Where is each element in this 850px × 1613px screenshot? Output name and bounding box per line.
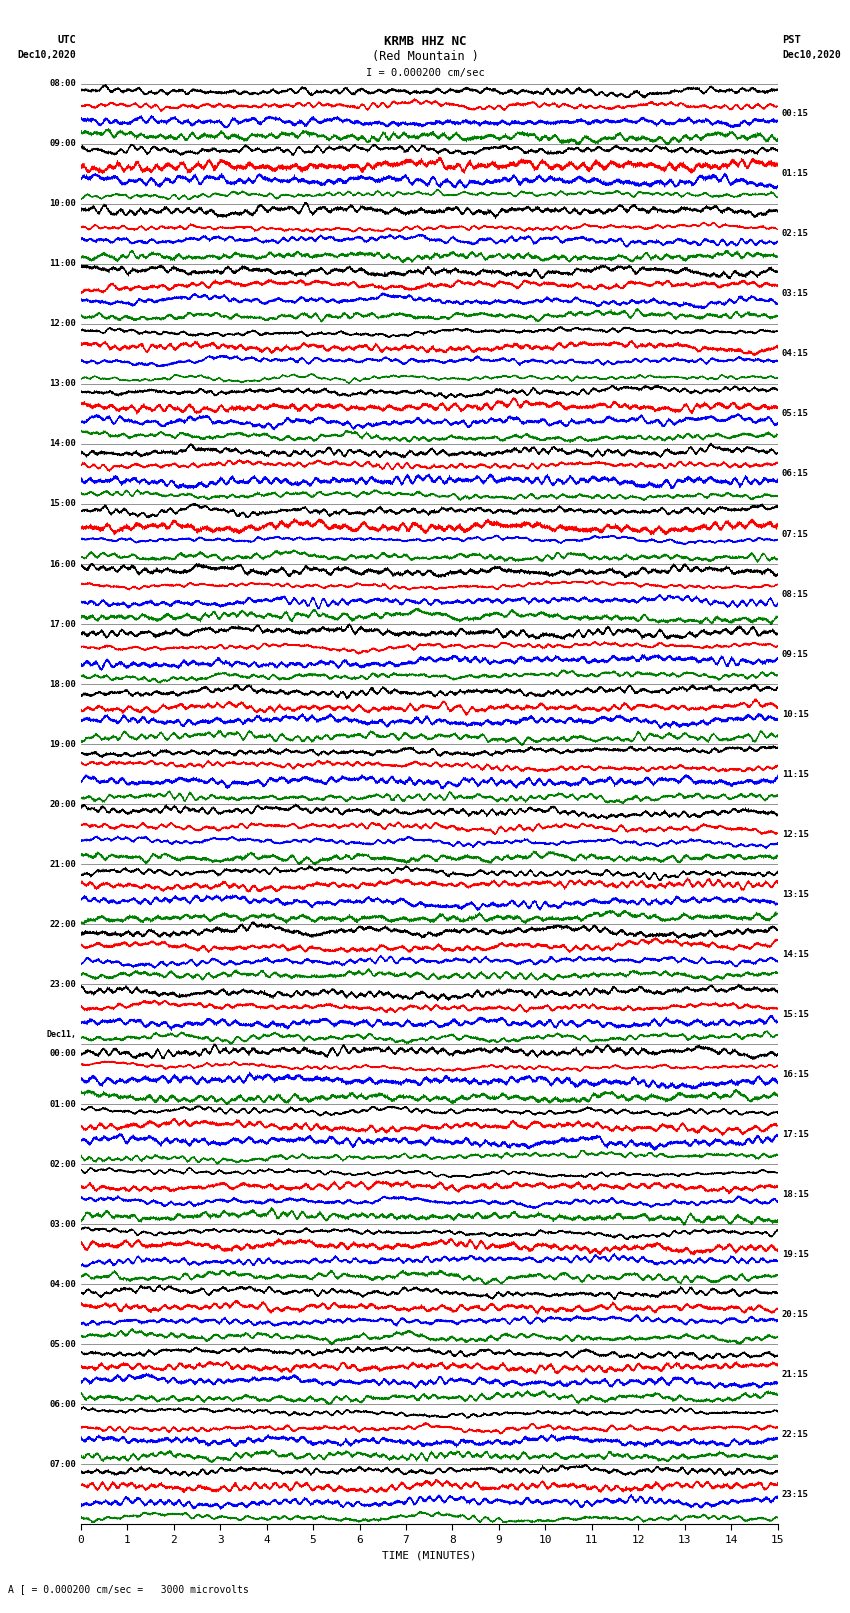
Text: 16:15: 16:15	[782, 1069, 809, 1079]
Text: 19:15: 19:15	[782, 1250, 809, 1258]
Text: 19:00: 19:00	[49, 740, 76, 748]
Text: 22:00: 22:00	[49, 919, 76, 929]
Text: 11:15: 11:15	[782, 769, 809, 779]
Text: 03:00: 03:00	[49, 1219, 76, 1229]
Text: 09:15: 09:15	[782, 650, 809, 658]
Text: 16:00: 16:00	[49, 560, 76, 568]
Text: 02:00: 02:00	[49, 1160, 76, 1169]
Text: 04:15: 04:15	[782, 350, 809, 358]
Text: PST: PST	[782, 35, 801, 45]
Text: 20:00: 20:00	[49, 800, 76, 808]
Text: Dec10,2020: Dec10,2020	[782, 50, 841, 60]
Text: 07:00: 07:00	[49, 1460, 76, 1469]
Text: 20:15: 20:15	[782, 1310, 809, 1319]
Text: 07:15: 07:15	[782, 529, 809, 539]
Text: 01:00: 01:00	[49, 1100, 76, 1108]
Text: 18:00: 18:00	[49, 679, 76, 689]
Text: 17:15: 17:15	[782, 1129, 809, 1139]
X-axis label: TIME (MINUTES): TIME (MINUTES)	[382, 1550, 477, 1560]
Text: 03:15: 03:15	[782, 289, 809, 298]
Text: Dec10,2020: Dec10,2020	[18, 50, 76, 60]
Text: 11:00: 11:00	[49, 260, 76, 268]
Text: Dec11,: Dec11,	[47, 1031, 76, 1039]
Text: 12:00: 12:00	[49, 319, 76, 329]
Text: I = 0.000200 cm/sec: I = 0.000200 cm/sec	[366, 68, 484, 77]
Text: 15:15: 15:15	[782, 1010, 809, 1019]
Text: 13:15: 13:15	[782, 890, 809, 898]
Text: KRMB HHZ NC: KRMB HHZ NC	[383, 35, 467, 48]
Text: 05:00: 05:00	[49, 1340, 76, 1348]
Text: 12:15: 12:15	[782, 829, 809, 839]
Text: 17:00: 17:00	[49, 619, 76, 629]
Text: (Red Mountain ): (Red Mountain )	[371, 50, 479, 63]
Text: 06:00: 06:00	[49, 1400, 76, 1408]
Text: 09:00: 09:00	[49, 139, 76, 148]
Text: UTC: UTC	[58, 35, 76, 45]
Text: 08:00: 08:00	[49, 79, 76, 89]
Text: 21:00: 21:00	[49, 860, 76, 868]
Text: 15:00: 15:00	[49, 500, 76, 508]
Text: 14:00: 14:00	[49, 439, 76, 448]
Text: 05:15: 05:15	[782, 410, 809, 418]
Text: 23:15: 23:15	[782, 1490, 809, 1498]
Text: 02:15: 02:15	[782, 229, 809, 239]
Text: 21:15: 21:15	[782, 1369, 809, 1379]
Text: 00:15: 00:15	[782, 110, 809, 118]
Text: 22:15: 22:15	[782, 1429, 809, 1439]
Text: 13:00: 13:00	[49, 379, 76, 389]
Text: 14:15: 14:15	[782, 950, 809, 958]
Text: 10:15: 10:15	[782, 710, 809, 718]
Text: 10:00: 10:00	[49, 200, 76, 208]
Text: 04:00: 04:00	[49, 1279, 76, 1289]
Text: 06:15: 06:15	[782, 469, 809, 479]
Text: 08:15: 08:15	[782, 589, 809, 598]
Text: 23:00: 23:00	[49, 979, 76, 989]
Text: A [ = 0.000200 cm/sec =   3000 microvolts: A [ = 0.000200 cm/sec = 3000 microvolts	[8, 1584, 249, 1594]
Text: 18:15: 18:15	[782, 1190, 809, 1198]
Text: 00:00: 00:00	[49, 1048, 76, 1058]
Text: 01:15: 01:15	[782, 169, 809, 179]
